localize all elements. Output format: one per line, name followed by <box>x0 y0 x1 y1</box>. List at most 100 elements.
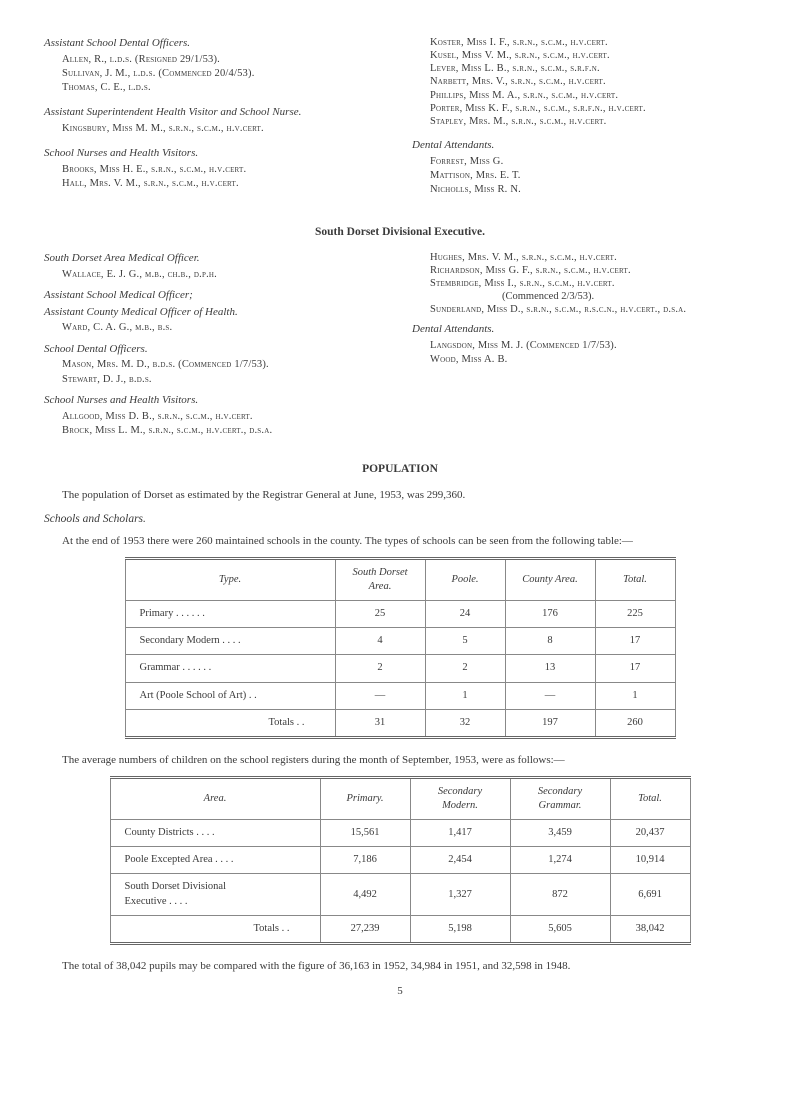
table-cell: 10,914 <box>610 847 690 874</box>
entry: Mason, Mrs. M. D., b.d.s. (Commenced 1/7… <box>44 358 388 372</box>
population-para: The population of Dorset as estimated by… <box>44 488 756 503</box>
table-cell: 1,417 <box>410 820 510 847</box>
table-cell: 4 <box>335 628 425 655</box>
entry: Koster, Miss I. F., s.r.n., s.c.m., h.v.… <box>412 36 756 49</box>
section-title: School Nurses and Health Visitors. <box>44 146 388 161</box>
table-cell: 38,042 <box>610 915 690 943</box>
table-header: Secondary Modern. <box>410 777 510 819</box>
table-cell: 2,454 <box>410 847 510 874</box>
schools-para: At the end of 1953 there were 260 mainta… <box>44 534 756 549</box>
div-right-names: Hughes, Mrs. V. M., s.r.n., s.c.m., h.v.… <box>412 251 756 317</box>
table-header: County Area. <box>505 558 595 600</box>
section-title: Assistant Superintendent Health Visitor … <box>44 105 388 120</box>
asst-medical-officer: Assistant School Medical Officer; Assist… <box>44 288 388 336</box>
table-cell: 13 <box>505 655 595 682</box>
table-cell: 17 <box>595 628 675 655</box>
div-right-col: Hughes, Mrs. V. M., s.r.n., s.c.m., h.v.… <box>412 251 756 444</box>
section-title: Dental Attendants. <box>412 138 756 153</box>
table-cell: Primary . . . . . . <box>125 601 335 628</box>
top-right-names: Koster, Miss I. F., s.r.n., s.c.m., h.v.… <box>412 36 756 128</box>
table-cell: 17 <box>595 655 675 682</box>
table-cell: 6,691 <box>610 874 690 915</box>
table-cell: — <box>335 682 425 709</box>
table-cell: 2 <box>335 655 425 682</box>
table-cell: 15,561 <box>320 820 410 847</box>
registers-table: Area.Primary.Secondary Modern.Secondary … <box>110 776 691 945</box>
section-title: Assistant School Dental Officers. <box>44 36 388 51</box>
entry: Kingsbury, Miss M. M., s.r.n., s.c.m., h… <box>44 122 388 136</box>
section-title: School Dental Officers. <box>44 342 388 357</box>
schools-heading: Schools and Scholars. <box>44 512 756 528</box>
table-cell: 197 <box>505 709 595 737</box>
dental-attendants-2: Dental Attendants. Langsdon, Miss M. J. … <box>412 322 756 367</box>
table-cell: 5,605 <box>510 915 610 943</box>
schools-table: Type.South Dorset Area.Poole.County Area… <box>125 557 676 739</box>
table-row: County Districts . . . .15,5611,4173,459… <box>110 820 690 847</box>
table-cell: Totals . . <box>110 915 320 943</box>
table-cell: Totals . . <box>125 709 335 737</box>
entry: Richardson, Miss G. F., s.r.n., s.c.m., … <box>412 264 756 277</box>
entry: Stembridge, Miss I., s.r.n., s.c.m., h.v… <box>412 277 756 290</box>
school-dental-officers: School Dental Officers. Mason, Mrs. M. D… <box>44 342 388 387</box>
entry: Narbett, Mrs. V., s.r.n., s.c.m., h.v.ce… <box>412 75 756 88</box>
school-nurses-2: School Nurses and Health Visitors. Allgo… <box>44 393 388 438</box>
entry: Brock, Miss L. M., s.r.n., s.c.m., h.v.c… <box>44 424 388 438</box>
final-para: The total of 38,042 pupils may be compar… <box>44 959 756 974</box>
asst-school-dental: Assistant School Dental Officers. Allen,… <box>44 36 388 95</box>
divisional-heading: South Dorset Divisional Executive. <box>44 225 756 241</box>
table-cell: 260 <box>595 709 675 737</box>
table-cell: County Districts . . . . <box>110 820 320 847</box>
table-cell: 225 <box>595 601 675 628</box>
table-cell: 24 <box>425 601 505 628</box>
table-cell: — <box>505 682 595 709</box>
entry: Thomas, C. E., l.d.s. <box>44 81 388 95</box>
area-medical-officer: South Dorset Area Medical Officer. Walla… <box>44 251 388 282</box>
entry: Sullivan, J. M., l.d.s. (Commenced 20/4/… <box>44 67 388 81</box>
entry: Wood, Miss A. B. <box>412 353 756 367</box>
entry-commenced: (Commenced 2/3/53). <box>412 290 756 303</box>
entry: Forrest, Miss G. <box>412 155 756 169</box>
section-title: Assistant County Medical Officer of Heal… <box>44 305 388 320</box>
table-totals-row: Totals . .3132197260 <box>125 709 675 737</box>
table-cell: 31 <box>335 709 425 737</box>
table-cell: 1,274 <box>510 847 610 874</box>
section-title: Dental Attendants. <box>412 322 756 337</box>
table-cell: Poole Excepted Area . . . . <box>110 847 320 874</box>
entry: Ward, C. A. G., m.b., b.s. <box>44 321 388 335</box>
table-header: Type. <box>125 558 335 600</box>
entry: Kusel, Miss V. M., s.r.n., s.c.m., h.v.c… <box>412 49 756 62</box>
entry: Wallace, E. J. G., m.b., ch.b., d.p.h. <box>44 268 388 282</box>
entry: Brooks, Miss H. E., s.r.n., s.c.m., h.v.… <box>44 163 388 177</box>
school-nurses-1: School Nurses and Health Visitors. Brook… <box>44 146 388 191</box>
table-row: Primary . . . . . .2524176225 <box>125 601 675 628</box>
table-row: Grammar . . . . . .221317 <box>125 655 675 682</box>
table-header: Secondary Grammar. <box>510 777 610 819</box>
table-header: Area. <box>110 777 320 819</box>
table-cell: 872 <box>510 874 610 915</box>
avg-para: The average numbers of children on the s… <box>44 753 756 768</box>
entry: Mattison, Mrs. E. T. <box>412 169 756 183</box>
entry: Stewart, D. J., b.d.s. <box>44 373 388 387</box>
entry: Nicholls, Miss R. N. <box>412 183 756 197</box>
table-row: Poole Excepted Area . . . .7,1862,4541,2… <box>110 847 690 874</box>
table-cell: 8 <box>505 628 595 655</box>
table-cell: 25 <box>335 601 425 628</box>
entry: Hall, Mrs. V. M., s.r.n., s.c.m., h.v.ce… <box>44 177 388 191</box>
table-header: Primary. <box>320 777 410 819</box>
table-cell: 5 <box>425 628 505 655</box>
table-cell: 1 <box>595 682 675 709</box>
top-officers-block: Assistant School Dental Officers. Allen,… <box>44 36 756 207</box>
table-row: South Dorset Divisional Executive . . . … <box>110 874 690 915</box>
entry: Langsdon, Miss M. J. (Commenced 1/7/53). <box>412 339 756 353</box>
div-left-col: South Dorset Area Medical Officer. Walla… <box>44 251 388 444</box>
section-title: South Dorset Area Medical Officer. <box>44 251 388 266</box>
table-row: Secondary Modern . . . .45817 <box>125 628 675 655</box>
dental-attendants-1: Dental Attendants. Forrest, Miss G. Matt… <box>412 138 756 197</box>
table-cell: Secondary Modern . . . . <box>125 628 335 655</box>
table-cell: 20,437 <box>610 820 690 847</box>
table-header: Total. <box>595 558 675 600</box>
section-title: Assistant School Medical Officer; <box>44 288 388 303</box>
table-cell: 5,198 <box>410 915 510 943</box>
table-cell: 1,327 <box>410 874 510 915</box>
population-heading: POPULATION <box>44 462 756 478</box>
